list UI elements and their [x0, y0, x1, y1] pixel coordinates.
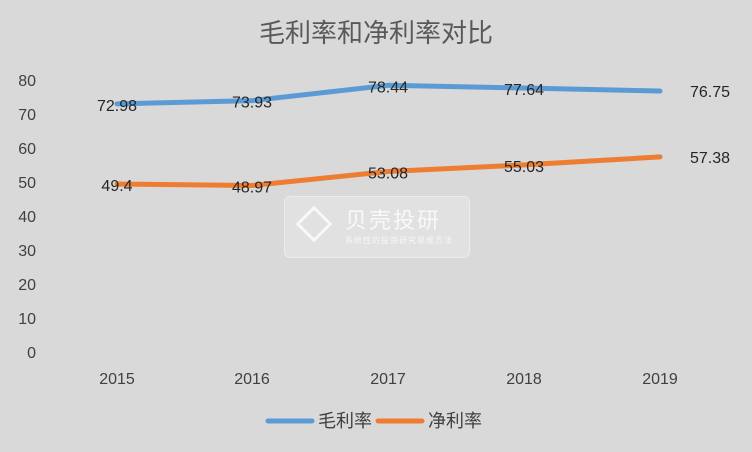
series-line-2	[114, 154, 663, 189]
data-label: 77.64	[504, 82, 544, 99]
series-group: 72.98 73.93 78.44 77.64 76.75 49.4 48.97 53.08 5…	[97, 79, 730, 196]
data-label: 78.44	[368, 79, 408, 96]
legend-label: 净利率	[428, 411, 482, 432]
data-label: 76.75	[690, 84, 730, 101]
watermark-subtitle: 系统性的投资研究思维方法	[345, 236, 453, 245]
series-line-1	[114, 82, 663, 107]
y-axis: 0 10 20 30 40 50 60 70 80	[18, 73, 36, 362]
y-tick-label: 20	[18, 277, 36, 294]
data-label: 72.98	[97, 98, 137, 115]
y-tick-label: 60	[18, 141, 36, 158]
legend: 毛利率 净利率	[265, 411, 482, 432]
data-label: 57.38	[690, 150, 730, 167]
y-tick-label: 30	[18, 243, 36, 260]
watermark: 贝壳投研 系统性的投资研究思维方法	[284, 196, 470, 258]
y-tick-label: 40	[18, 209, 36, 226]
y-tick-label: 50	[18, 175, 36, 192]
x-tick-label: 2018	[506, 371, 542, 388]
y-tick-label: 80	[18, 73, 36, 90]
chart-title: 毛利率和净利率对比	[259, 19, 493, 49]
data-label: 53.08	[368, 166, 408, 183]
data-label: 55.03	[504, 159, 544, 176]
watermark-logo-icon	[295, 205, 333, 243]
watermark-title: 贝壳投研	[345, 209, 442, 234]
y-tick-label: 70	[18, 107, 36, 124]
x-tick-label: 2017	[370, 371, 406, 388]
data-label: 49.4	[101, 178, 132, 195]
data-label: 48.97	[232, 180, 272, 197]
x-tick-label: 2016	[234, 371, 270, 388]
x-tick-label: 2019	[642, 371, 678, 388]
x-tick-label: 2015	[99, 371, 135, 388]
y-tick-label: 10	[18, 311, 36, 328]
y-tick-label: 0	[27, 345, 36, 362]
x-axis: 2015 2016 2017 2018 2019	[99, 371, 678, 388]
data-label: 73.93	[232, 95, 272, 112]
legend-label: 毛利率	[318, 411, 372, 432]
